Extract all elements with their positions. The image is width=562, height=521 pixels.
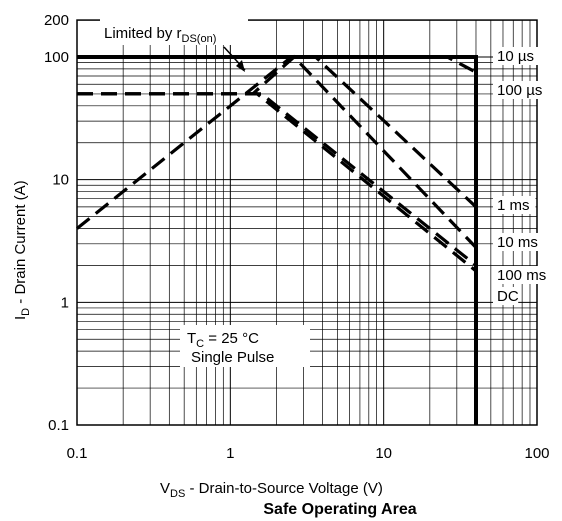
series-line-100-s [77, 55, 477, 74]
limit-annotation-arrowhead [236, 60, 245, 72]
condition-box: TC = 25 °C Single Pulse [180, 325, 310, 367]
limit-annotation-text: Limited by rDS(on) [104, 25, 216, 45]
y-tick-label: 200 [44, 12, 69, 29]
y-tick-label: 1 [61, 294, 69, 311]
series-label-bg [493, 266, 553, 284]
plot-frame [76, 19, 538, 426]
series-label: 10 ms [497, 234, 538, 251]
series-label: 100 ms [497, 267, 546, 284]
tick-labels: 0.1 1 10 100 0.1 1 10 100 200 [44, 12, 550, 462]
series-label: 10 µs [497, 48, 534, 65]
series-line-dc [77, 92, 478, 273]
series-label-bg [493, 287, 519, 305]
series-label-bg [493, 47, 544, 65]
series-label: DC [497, 288, 519, 305]
condition-line-1: TC = 25 °C [187, 330, 259, 350]
series-label-bg [493, 196, 536, 214]
series-lines [76, 54, 478, 425]
limit-annotation: Limited by rDS(on) [100, 19, 248, 72]
condition-line-2: Single Pulse [191, 349, 274, 366]
y-tick-label: 0.1 [48, 417, 69, 434]
series-line-1-ms [76, 55, 478, 230]
x-tick-label: 0.1 [67, 445, 88, 462]
series-label-bg [493, 81, 553, 99]
series-label-bg [493, 233, 544, 251]
series-labels: 10 µs 100 µs 1 ms 10 ms 100 ms DC [493, 47, 553, 305]
x-tick-label: 1 [226, 445, 234, 462]
x-tick-label: 100 [524, 445, 549, 462]
x-axis-label: VDS - Drain-to-Source Voltage (V) [160, 480, 383, 500]
x-tick-label: 10 [375, 445, 392, 462]
y-axis-label: ID - Drain Current (A) [12, 180, 32, 320]
y-tick-label: 100 [44, 49, 69, 66]
y-tick-label: 10 [52, 172, 69, 189]
series-label: 100 µs [497, 82, 542, 99]
chart-title: Safe Operating Area [263, 501, 416, 518]
series-label: 1 ms [497, 197, 530, 214]
